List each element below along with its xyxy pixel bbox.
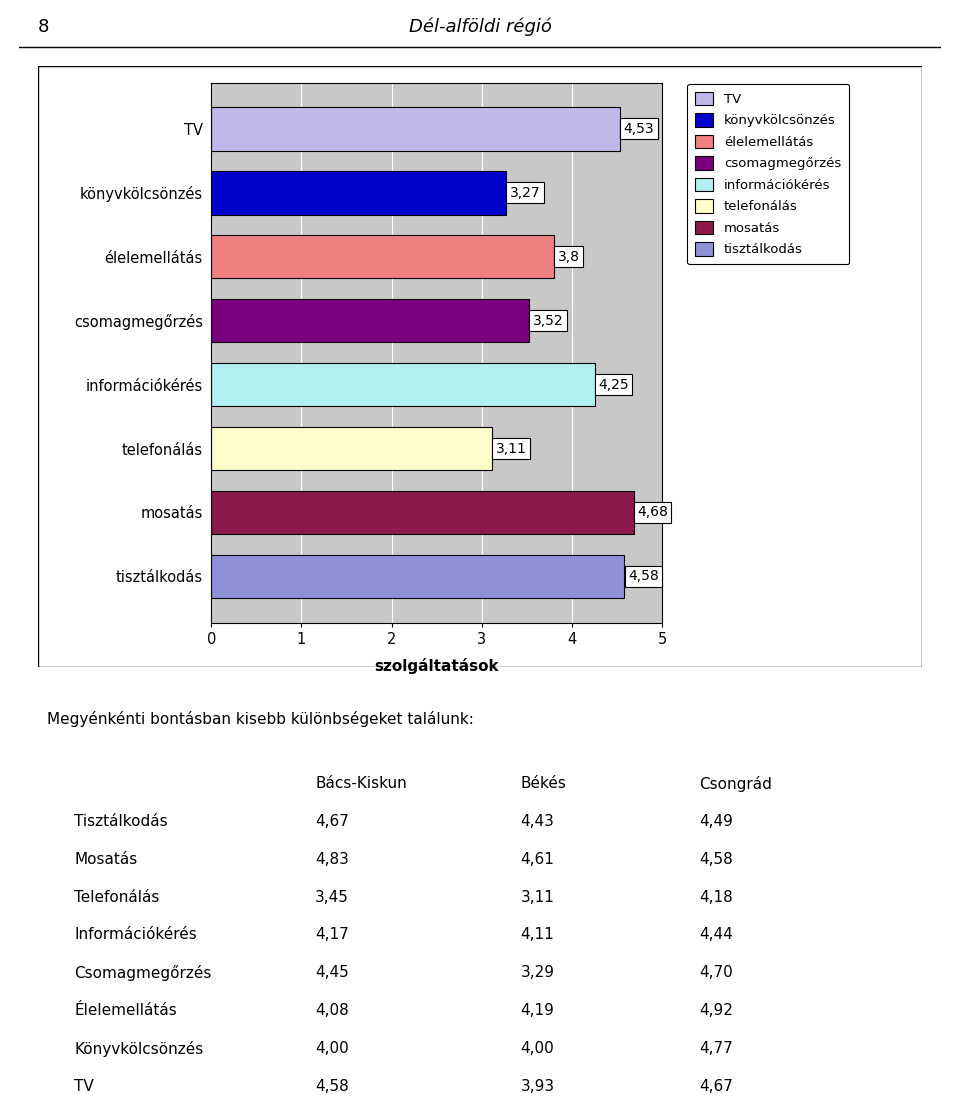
Text: 4,53: 4,53: [624, 122, 654, 136]
Text: 4,77: 4,77: [699, 1041, 732, 1056]
Bar: [211, 107, 620, 151]
Text: 3,93: 3,93: [520, 1079, 555, 1094]
Text: 4,58: 4,58: [315, 1079, 348, 1094]
Text: 4,49: 4,49: [699, 813, 732, 829]
Bar: [211, 554, 625, 598]
Text: 4,43: 4,43: [520, 813, 554, 829]
Text: 4,92: 4,92: [699, 1003, 732, 1018]
Text: 4,58: 4,58: [699, 852, 732, 866]
Text: 4,67: 4,67: [699, 1079, 732, 1094]
Text: 4,08: 4,08: [315, 1003, 348, 1018]
Text: Csomagmegőrzés: Csomagmegőrzés: [74, 965, 211, 982]
X-axis label: szolgáltatások: szolgáltatások: [374, 658, 499, 673]
Text: 4,61: 4,61: [520, 852, 554, 866]
Text: TV: TV: [74, 1079, 94, 1094]
Text: 3,11: 3,11: [495, 442, 526, 455]
Text: 4,11: 4,11: [520, 928, 554, 942]
Text: 3,45: 3,45: [315, 889, 349, 905]
Text: Könyvkölcsönzés: Könyvkölcsönzés: [74, 1041, 204, 1057]
Text: 4,00: 4,00: [315, 1041, 348, 1056]
Text: 3,8: 3,8: [558, 250, 580, 263]
Text: Bács-Kiskun: Bács-Kiskun: [315, 776, 407, 791]
Bar: [211, 299, 529, 343]
Text: 4,44: 4,44: [699, 928, 732, 942]
Text: 3,27: 3,27: [510, 186, 540, 199]
Text: 4,70: 4,70: [699, 965, 732, 981]
Text: Megyénkénti bontásban kisebb különbségeket találunk:: Megyénkénti bontásban kisebb különbségek…: [47, 711, 474, 726]
Text: 4,68: 4,68: [637, 506, 668, 519]
Text: 4,45: 4,45: [315, 965, 348, 981]
Bar: [211, 426, 492, 471]
Text: 4,67: 4,67: [315, 813, 349, 829]
Text: 4,58: 4,58: [628, 570, 659, 583]
Text: Tisztálkodás: Tisztálkodás: [74, 813, 168, 829]
Text: Csongrád: Csongrád: [699, 776, 772, 792]
Text: 4,18: 4,18: [699, 889, 732, 905]
Text: 3,11: 3,11: [520, 889, 554, 905]
Text: 4,25: 4,25: [598, 378, 629, 391]
Text: Információkérés: Információkérés: [74, 928, 197, 942]
Text: 4,83: 4,83: [315, 852, 349, 866]
Text: 4,00: 4,00: [520, 1041, 554, 1056]
Text: 4,19: 4,19: [520, 1003, 554, 1018]
Text: 3,29: 3,29: [520, 965, 555, 981]
Legend: TV, könyvkölcsönzés, élelemellátás, csomagmegőrzés, információkérés, telefonálás: TV, könyvkölcsönzés, élelemellátás, csom…: [687, 84, 850, 264]
Bar: [211, 363, 595, 407]
Text: Békés: Békés: [520, 776, 566, 791]
Text: Dél-alföldi régió: Dél-alföldi régió: [409, 18, 551, 35]
Bar: [211, 235, 554, 279]
Bar: [211, 171, 506, 215]
Text: Mosatás: Mosatás: [74, 852, 137, 866]
Text: Élelemellátás: Élelemellátás: [74, 1003, 177, 1018]
Text: 8: 8: [37, 18, 49, 35]
Text: 3,52: 3,52: [533, 314, 564, 327]
Text: Telefonálás: Telefonálás: [74, 889, 159, 905]
Bar: [211, 490, 634, 534]
Text: 4,17: 4,17: [315, 928, 348, 942]
